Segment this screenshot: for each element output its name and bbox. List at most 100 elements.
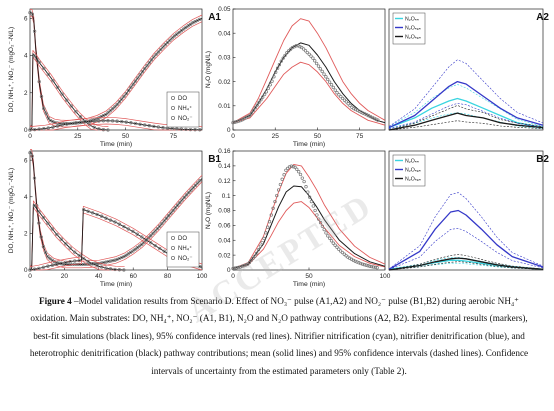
data-marker bbox=[360, 262, 365, 266]
data-marker bbox=[35, 204, 39, 208]
data-marker bbox=[104, 216, 108, 220]
data-marker bbox=[165, 40, 170, 45]
data-marker bbox=[137, 244, 142, 248]
data-marker bbox=[163, 43, 167, 47]
data-marker bbox=[106, 119, 110, 123]
data-marker bbox=[234, 266, 239, 270]
figure-caption: Figure 4 –Model validation results from … bbox=[22, 293, 536, 380]
data-marker bbox=[253, 254, 257, 258]
data-marker bbox=[275, 193, 279, 198]
data-marker bbox=[37, 127, 41, 131]
data-marker bbox=[46, 72, 50, 77]
data-marker bbox=[90, 262, 95, 266]
data-marker bbox=[306, 190, 310, 194]
data-marker bbox=[198, 179, 202, 183]
data-marker bbox=[333, 88, 337, 92]
data-marker bbox=[131, 229, 135, 234]
data-marker bbox=[235, 120, 239, 124]
data-marker bbox=[191, 186, 195, 190]
x-tick-label: 50 bbox=[305, 273, 313, 280]
data-marker bbox=[37, 210, 41, 214]
data-marker bbox=[353, 259, 357, 263]
data-marker bbox=[314, 61, 319, 66]
data-marker bbox=[318, 221, 323, 225]
y-axis-label: N₂O (mgN/L) bbox=[205, 192, 212, 229]
data-marker bbox=[182, 27, 186, 31]
data-marker bbox=[266, 86, 270, 91]
data-marker bbox=[277, 63, 282, 67]
data-marker bbox=[156, 125, 161, 129]
data-marker bbox=[331, 85, 335, 90]
data-marker bbox=[313, 59, 317, 63]
data-marker bbox=[83, 120, 87, 124]
y-tick-label: 0 bbox=[227, 127, 231, 134]
ci-line bbox=[30, 123, 202, 131]
legend-marker bbox=[170, 96, 175, 101]
data-marker bbox=[313, 208, 317, 213]
data-marker bbox=[189, 188, 193, 192]
legend: DO NH₄⁺ NO₂⁻ bbox=[166, 231, 200, 268]
data-marker bbox=[315, 213, 319, 217]
data-marker bbox=[198, 17, 202, 22]
ci-line bbox=[30, 56, 109, 131]
legend-label: DO bbox=[178, 96, 187, 102]
data-marker bbox=[175, 127, 179, 131]
data-marker bbox=[115, 119, 119, 123]
y-tick-label: 2 bbox=[24, 90, 28, 97]
ci-dashed-line bbox=[388, 192, 544, 270]
fit-line bbox=[232, 185, 386, 269]
y-tick-label: 4 bbox=[24, 53, 28, 60]
data-marker bbox=[264, 90, 269, 94]
data-marker bbox=[198, 128, 202, 132]
data-marker bbox=[92, 119, 96, 123]
data-marker bbox=[178, 200, 182, 205]
data-marker bbox=[124, 120, 128, 124]
data-marker bbox=[371, 265, 376, 269]
data-marker bbox=[32, 176, 37, 180]
data-marker bbox=[338, 249, 343, 253]
data-marker bbox=[362, 263, 366, 267]
data-marker bbox=[262, 236, 266, 241]
data-marker bbox=[179, 127, 184, 131]
data-marker bbox=[231, 266, 235, 271]
data-marker bbox=[117, 268, 122, 272]
x-tick-label: 50 bbox=[314, 133, 322, 140]
y-tick-label: 0.12 bbox=[218, 178, 231, 185]
ci-upper-line bbox=[232, 163, 386, 269]
data-marker bbox=[186, 24, 190, 28]
data-marker bbox=[101, 119, 106, 123]
ci-dashed-line bbox=[388, 59, 544, 127]
data-marker bbox=[361, 111, 365, 115]
ci-dashed-line bbox=[388, 254, 544, 271]
data-marker bbox=[117, 100, 122, 104]
y-axis-label: DO, NH₄⁺, NO₂⁻ (mgO₂⁻-N/L) bbox=[8, 27, 15, 112]
data-marker bbox=[366, 264, 370, 268]
data-marker bbox=[122, 268, 126, 272]
data-marker bbox=[152, 55, 156, 59]
caption-lead: Figure 4 bbox=[38, 296, 72, 306]
data-marker bbox=[129, 85, 133, 89]
data-marker bbox=[326, 234, 330, 238]
data-marker bbox=[170, 36, 174, 40]
data-marker bbox=[28, 128, 32, 132]
ci-dashed-line bbox=[388, 120, 544, 131]
data-marker bbox=[302, 179, 306, 184]
ci-line bbox=[29, 49, 109, 127]
data-marker bbox=[324, 75, 328, 79]
data-marker bbox=[307, 195, 312, 199]
y-tick-label: 0.08 bbox=[218, 208, 231, 215]
data-marker bbox=[78, 115, 83, 119]
ci-upper-line bbox=[232, 18, 386, 124]
data-marker bbox=[32, 267, 37, 271]
data-marker bbox=[65, 122, 69, 126]
data-marker bbox=[158, 246, 162, 251]
data-marker bbox=[143, 66, 147, 71]
data-marker bbox=[342, 252, 346, 256]
data-marker bbox=[46, 264, 50, 268]
data-marker bbox=[154, 52, 158, 57]
data-marker bbox=[41, 244, 46, 249]
data-marker bbox=[32, 54, 37, 58]
fit-line bbox=[29, 209, 203, 271]
data-marker bbox=[301, 47, 306, 51]
data-marker bbox=[289, 164, 294, 168]
